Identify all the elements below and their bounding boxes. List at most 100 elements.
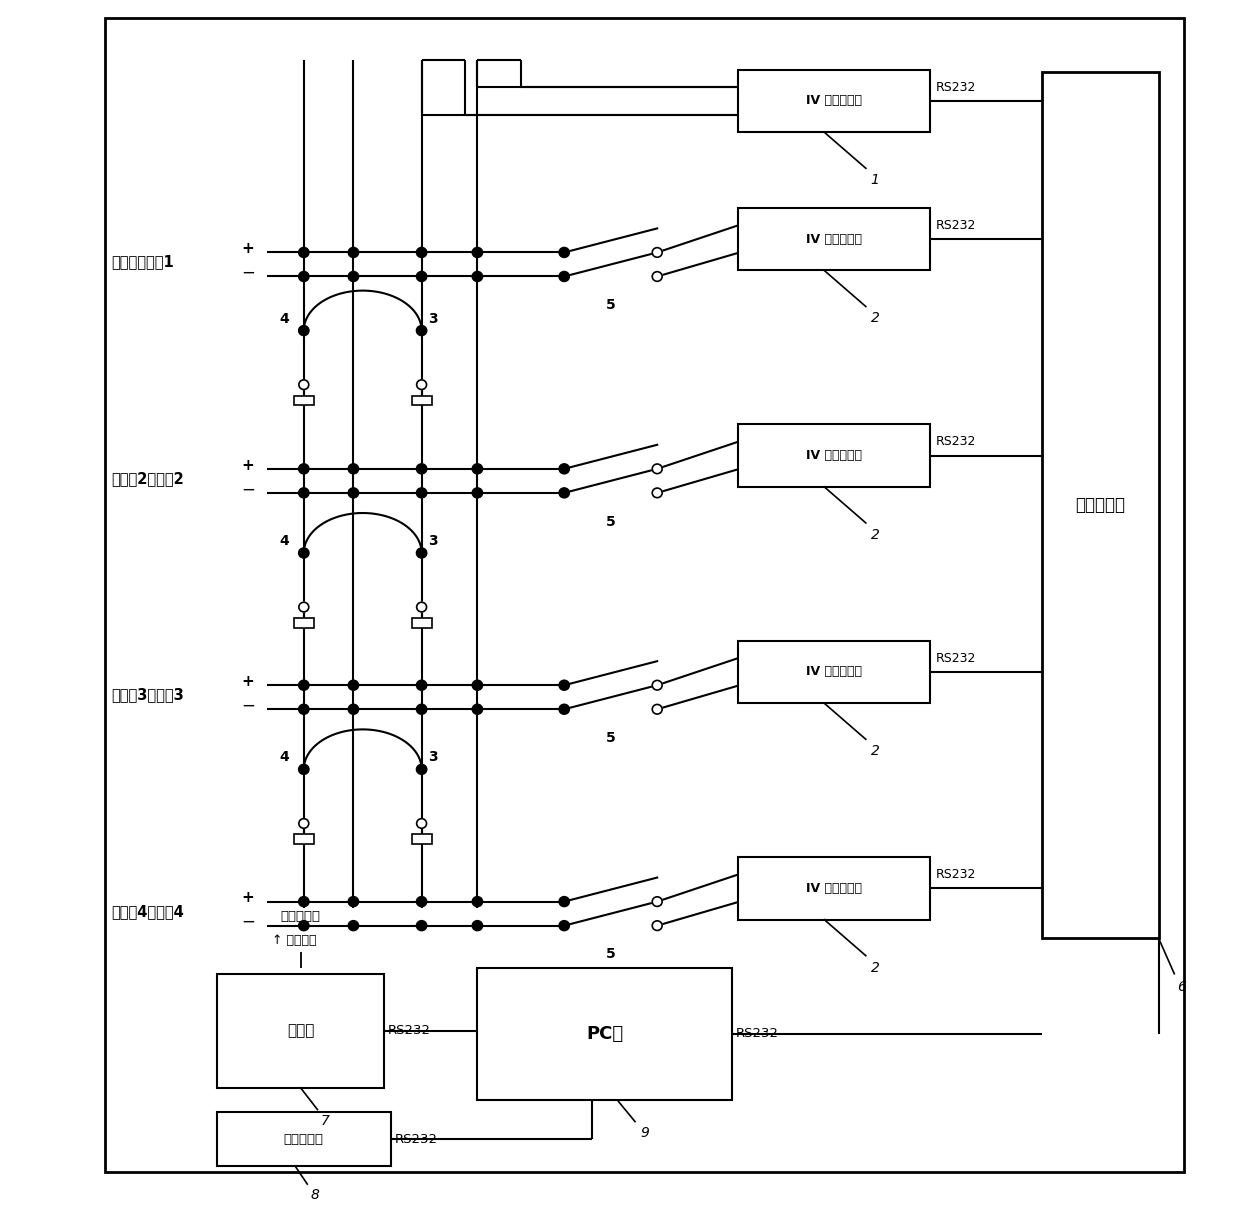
Bar (1042, 72, 1159, 937)
Text: 3: 3 (428, 751, 438, 764)
Circle shape (652, 248, 662, 257)
Text: IV 曲线测试板: IV 曲线测试板 (806, 233, 862, 246)
Text: 控制板: 控制板 (286, 1023, 315, 1039)
Text: 太阳辐度计: 太阳辐度计 (284, 1133, 324, 1146)
Circle shape (559, 464, 569, 474)
Circle shape (348, 271, 358, 282)
Circle shape (472, 704, 482, 715)
Circle shape (472, 921, 482, 930)
Circle shape (348, 488, 358, 498)
Text: +: + (242, 458, 254, 472)
Bar (217, 974, 384, 1088)
Circle shape (559, 704, 569, 715)
Text: 4: 4 (279, 534, 289, 548)
Text: −: − (241, 481, 255, 499)
Bar (412, 395, 432, 405)
Text: RS232: RS232 (394, 1133, 438, 1146)
Text: +: + (242, 674, 254, 689)
Circle shape (559, 897, 569, 906)
Circle shape (472, 247, 482, 258)
Text: 8: 8 (311, 1188, 320, 1201)
Circle shape (299, 818, 309, 828)
Text: RS232: RS232 (936, 81, 977, 94)
Text: RS232: RS232 (936, 435, 977, 448)
Circle shape (472, 488, 482, 498)
Bar (738, 208, 930, 270)
Text: 2: 2 (870, 528, 879, 542)
Text: 3: 3 (428, 312, 438, 325)
Text: ↑ 控制信号: ↑ 控制信号 (273, 934, 316, 947)
Bar (105, 18, 1184, 1172)
Text: 5: 5 (606, 731, 615, 745)
Circle shape (299, 271, 309, 282)
Text: RS232: RS232 (936, 219, 977, 233)
Text: 接口转换板: 接口转换板 (1075, 496, 1126, 513)
Circle shape (652, 464, 662, 474)
Text: IV 曲线测试板: IV 曲线测试板 (806, 449, 862, 462)
Circle shape (652, 921, 662, 930)
Circle shape (299, 680, 309, 690)
Circle shape (417, 704, 427, 715)
Text: 5: 5 (606, 298, 615, 312)
Circle shape (417, 325, 427, 336)
Circle shape (299, 704, 309, 715)
Circle shape (472, 897, 482, 906)
Text: RS232: RS232 (735, 1028, 779, 1040)
Circle shape (299, 380, 309, 389)
Circle shape (652, 705, 662, 715)
Bar (412, 618, 432, 628)
Bar (738, 641, 930, 704)
Text: 接组件4或组串4: 接组件4或组串4 (112, 904, 185, 918)
Bar (294, 618, 314, 628)
Text: 4: 4 (279, 312, 289, 325)
Circle shape (652, 681, 662, 690)
Circle shape (417, 680, 427, 690)
Circle shape (652, 271, 662, 281)
Circle shape (417, 818, 427, 828)
Text: 3: 3 (428, 534, 438, 548)
Circle shape (417, 488, 427, 498)
Circle shape (472, 680, 482, 690)
Circle shape (417, 921, 427, 930)
Circle shape (559, 247, 569, 258)
Text: 接组件2或组串2: 接组件2或组串2 (112, 471, 185, 486)
Text: +: + (242, 890, 254, 905)
Circle shape (299, 897, 309, 906)
Circle shape (417, 271, 427, 282)
Circle shape (559, 680, 569, 690)
Circle shape (559, 921, 569, 930)
Circle shape (299, 548, 309, 558)
Text: RS232: RS232 (388, 1024, 432, 1038)
Text: −: − (241, 696, 255, 715)
Bar (477, 968, 732, 1100)
Circle shape (417, 548, 427, 558)
Circle shape (348, 921, 358, 930)
Circle shape (348, 464, 358, 474)
Text: IV 曲线测试板: IV 曲线测试板 (806, 94, 862, 107)
Text: 5: 5 (606, 515, 615, 529)
Text: −: − (241, 264, 255, 282)
Text: 2: 2 (870, 960, 879, 975)
Circle shape (299, 602, 309, 612)
Circle shape (652, 897, 662, 906)
Text: +: + (242, 241, 254, 257)
Bar (738, 70, 930, 133)
Circle shape (299, 921, 309, 930)
Text: RS232: RS232 (936, 652, 977, 665)
Text: PC机: PC机 (587, 1024, 622, 1042)
Text: 1: 1 (870, 174, 879, 187)
Text: 5: 5 (606, 947, 615, 962)
Text: IV 曲线测试板: IV 曲线测试板 (806, 882, 862, 895)
Text: 9: 9 (640, 1127, 649, 1140)
Circle shape (417, 897, 427, 906)
Circle shape (348, 680, 358, 690)
Circle shape (472, 271, 482, 282)
Circle shape (299, 488, 309, 498)
Text: RS232: RS232 (936, 868, 977, 881)
Circle shape (417, 464, 427, 474)
Text: IV 曲线测试板: IV 曲线测试板 (806, 665, 862, 678)
Bar (294, 834, 314, 843)
Circle shape (417, 380, 427, 389)
Circle shape (652, 488, 662, 498)
Circle shape (559, 488, 569, 498)
